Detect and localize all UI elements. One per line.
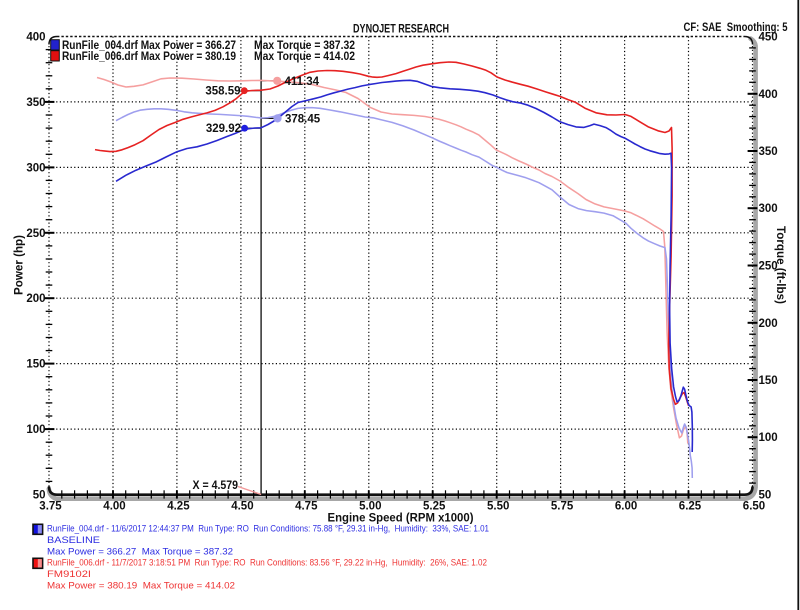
svg-text:100: 100: [759, 432, 778, 444]
svg-text:150: 150: [26, 359, 45, 371]
svg-text:4.75: 4.75: [295, 501, 318, 513]
svg-text:Max Power = 366.27 Max Torque: Max Power = 366.27 Max Torque = 387.32: [47, 547, 233, 558]
svg-text:250: 250: [759, 261, 778, 273]
svg-text:350: 350: [759, 146, 778, 158]
svg-text:CF: SAE Smoothing: 5: CF: SAE Smoothing: 5: [684, 22, 788, 34]
svg-text:358.59: 358.59: [205, 86, 240, 98]
svg-text:DYNOJET RESEARCH: DYNOJET RESEARCH: [353, 23, 449, 35]
svg-text:RunFile_006.drf Max Power = 38: RunFile_006.drf Max Power = 380.19: [62, 51, 236, 63]
svg-text:Power (hp): Power (hp): [12, 235, 26, 295]
svg-text:50: 50: [759, 490, 772, 502]
svg-text:350: 350: [26, 97, 45, 109]
svg-text:Torque (ft-lbs): Torque (ft-lbs): [774, 226, 788, 304]
svg-text:3.75: 3.75: [39, 501, 62, 513]
svg-text:150: 150: [759, 375, 778, 387]
svg-text:200: 200: [26, 293, 45, 305]
svg-text:4.50: 4.50: [231, 501, 253, 513]
svg-text:6.50: 6.50: [743, 501, 765, 513]
svg-text:RunFile_004.drf Max Power = 36: RunFile_004.drf Max Power = 366.27: [62, 40, 236, 52]
svg-text:4.00: 4.00: [103, 501, 125, 513]
svg-text:400: 400: [759, 89, 778, 101]
svg-text:411.34: 411.34: [285, 76, 320, 88]
svg-text:5.00: 5.00: [359, 501, 381, 513]
svg-text:Max Torque = 414.02: Max Torque = 414.02: [254, 51, 355, 63]
svg-text:300: 300: [26, 162, 45, 174]
svg-text:450: 450: [759, 32, 778, 44]
svg-text:100: 100: [26, 424, 45, 436]
svg-text:5.25: 5.25: [423, 501, 446, 513]
svg-text:RunFile_004.drf - 11/6/2017 12: RunFile_004.drf - 11/6/2017 12:44:37 PM …: [47, 524, 489, 535]
svg-text:5.50: 5.50: [487, 501, 509, 513]
svg-text:Max Torque = 387.32: Max Torque = 387.32: [254, 40, 355, 52]
svg-text:250: 250: [26, 228, 45, 240]
svg-text:Engine Speed (RPM x1000): Engine Speed (RPM x1000): [328, 511, 474, 525]
svg-text:6.25: 6.25: [679, 501, 702, 513]
svg-text:50: 50: [33, 490, 46, 502]
svg-text:6.00: 6.00: [615, 501, 637, 513]
svg-text:FM9102I: FM9102I: [47, 569, 91, 580]
svg-text:RunFile_006.drf - 11/7/2017 3:: RunFile_006.drf - 11/7/2017 3:18:51 PM R…: [47, 558, 487, 569]
svg-text:4.25: 4.25: [167, 501, 190, 513]
svg-text:300: 300: [759, 203, 778, 215]
svg-text:X = 4.579: X = 4.579: [193, 480, 239, 492]
svg-text:5.75: 5.75: [551, 501, 574, 513]
svg-text:BASELINE: BASELINE: [47, 535, 100, 546]
svg-text:200: 200: [759, 318, 778, 330]
svg-text:400: 400: [26, 32, 45, 44]
svg-text:378.45: 378.45: [285, 113, 321, 125]
svg-text:329.92: 329.92: [206, 123, 241, 135]
svg-text:Max Power = 380.19 Max Torque: Max Power = 380.19 Max Torque = 414.02: [47, 581, 235, 592]
